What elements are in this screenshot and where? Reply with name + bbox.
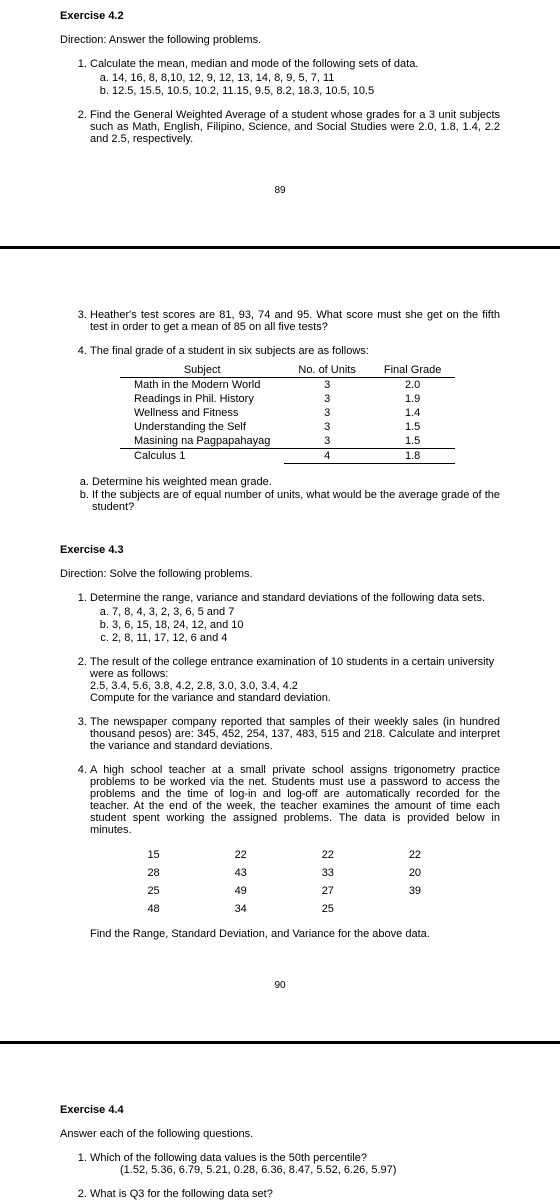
ex44-title: Exercise 4.4 bbox=[60, 1104, 500, 1116]
ex42-q1: Calculate the mean, median and mode of t… bbox=[90, 58, 500, 97]
ex43-q1-sublist: 7, 8, 4, 3, 2, 3, 6, 5 and 7 3, 6, 15, 1… bbox=[90, 606, 500, 644]
table-row: 483425 bbox=[110, 900, 459, 918]
table-row: Calculus 141.8 bbox=[120, 449, 455, 464]
table-row: 25492739 bbox=[110, 882, 459, 900]
ex43-q1c: 2, 8, 11, 17, 12, 6 and 4 bbox=[112, 632, 500, 644]
ex43-q2c: Compute for the variance and standard de… bbox=[90, 692, 500, 704]
ex42-title: Exercise 4.2 bbox=[60, 10, 500, 22]
ex43-q1-text: Determine the range, variance and standa… bbox=[90, 592, 485, 604]
ex44-q2: What is Q3 for the following data set? bbox=[90, 1188, 500, 1200]
ex42-list-cont: Heather's test scores are 81, 93, 74 and… bbox=[60, 309, 500, 464]
ex43-q2b: 2.5, 3.4, 5.6, 3.8, 4.2, 2.8, 3.0, 3.0, … bbox=[90, 680, 500, 692]
ex43-q1b: 3, 6, 15, 18, 24, 12, and 10 bbox=[112, 619, 500, 631]
ex42-q2: Find the General Weighted Average of a s… bbox=[90, 109, 500, 145]
th-units: No. of Units bbox=[284, 363, 369, 378]
page-3: Exercise 4.4 Answer each of the followin… bbox=[0, 1044, 560, 1200]
ex43-q3: The newspaper company reported that samp… bbox=[90, 716, 500, 752]
ex42-q1a: 14, 16, 8, 8,10, 12, 9, 12, 13, 14, 8, 9… bbox=[112, 72, 500, 84]
ex44-list: Which of the following data values is th… bbox=[60, 1152, 500, 1200]
ex44-q1-text: Which of the following data values is th… bbox=[90, 1152, 367, 1164]
th-grade: Final Grade bbox=[370, 363, 455, 378]
ex43-q1: Determine the range, variance and standa… bbox=[90, 592, 500, 644]
table-row: Math in the Modern World32.0 bbox=[120, 378, 455, 393]
table-row: 15222222 bbox=[110, 846, 459, 864]
table-row: Understanding the Self31.5 bbox=[120, 420, 455, 434]
ex42-list: Calculate the mean, median and mode of t… bbox=[60, 58, 500, 145]
ex43-q4-text: A high school teacher at a small private… bbox=[90, 764, 500, 836]
table-row: Wellness and Fitness31.4 bbox=[120, 406, 455, 420]
ex42-q4: The final grade of a student in six subj… bbox=[90, 345, 500, 464]
ex44-direction: Answer each of the following questions. bbox=[60, 1128, 500, 1140]
ex43-q2: The result of the college entrance exami… bbox=[90, 656, 500, 704]
ex42-q3: Heather's test scores are 81, 93, 74 and… bbox=[90, 309, 500, 333]
th-subject: Subject bbox=[120, 363, 284, 378]
subject-table: Subject No. of Units Final Grade Math in… bbox=[120, 363, 455, 464]
table-row: Masining na Pagpapahayag31.5 bbox=[120, 434, 455, 449]
data-table: 15222222 28433320 25492739 483425 bbox=[110, 846, 459, 918]
ex42-q4a: Determine his weighted mean grade. bbox=[92, 476, 500, 488]
page-1-top: Exercise 4.2 Direction: Answer the follo… bbox=[0, 0, 560, 246]
ex42-q1-text: Calculate the mean, median and mode of t… bbox=[90, 58, 418, 70]
ex43-q4-end: Find the Range, Standard Deviation, and … bbox=[90, 928, 500, 940]
table-row: 28433320 bbox=[110, 864, 459, 882]
ex44-q1-data: (1.52, 5.36, 6.79, 5.21, 0.28, 6.36, 8.4… bbox=[120, 1164, 500, 1176]
ex42-direction: Direction: Answer the following problems… bbox=[60, 34, 500, 46]
ex42-q1b: 12.5, 15.5, 10.5, 10.2, 11.15, 9.5, 8.2,… bbox=[112, 85, 500, 97]
ex43-q4: A high school teacher at a small private… bbox=[90, 764, 500, 940]
ex43-q1a: 7, 8, 4, 3, 2, 3, 6, 5 and 7 bbox=[112, 606, 500, 618]
ex43-title: Exercise 4.3 bbox=[60, 544, 500, 556]
ex43-q2a: The result of the college entrance exami… bbox=[90, 656, 500, 680]
ex44-q1: Which of the following data values is th… bbox=[90, 1152, 500, 1176]
table-row: Readings in Phil. History31.9 bbox=[120, 392, 455, 406]
page-number-89: 89 bbox=[60, 185, 500, 196]
ex42-q1-sublist: 14, 16, 8, 8,10, 12, 9, 12, 13, 14, 8, 9… bbox=[90, 72, 500, 97]
ex43-direction: Direction: Solve the following problems. bbox=[60, 568, 500, 580]
page-number-90: 90 bbox=[60, 980, 500, 991]
page-2: Heather's test scores are 81, 93, 74 and… bbox=[0, 249, 560, 1041]
ex42-q4-sublist: Determine his weighted mean grade. If th… bbox=[70, 476, 500, 513]
ex43-list: Determine the range, variance and standa… bbox=[60, 592, 500, 940]
ex42-q4b: If the subjects are of equal number of u… bbox=[92, 489, 500, 513]
ex42-q4-text: The final grade of a student in six subj… bbox=[90, 345, 369, 357]
